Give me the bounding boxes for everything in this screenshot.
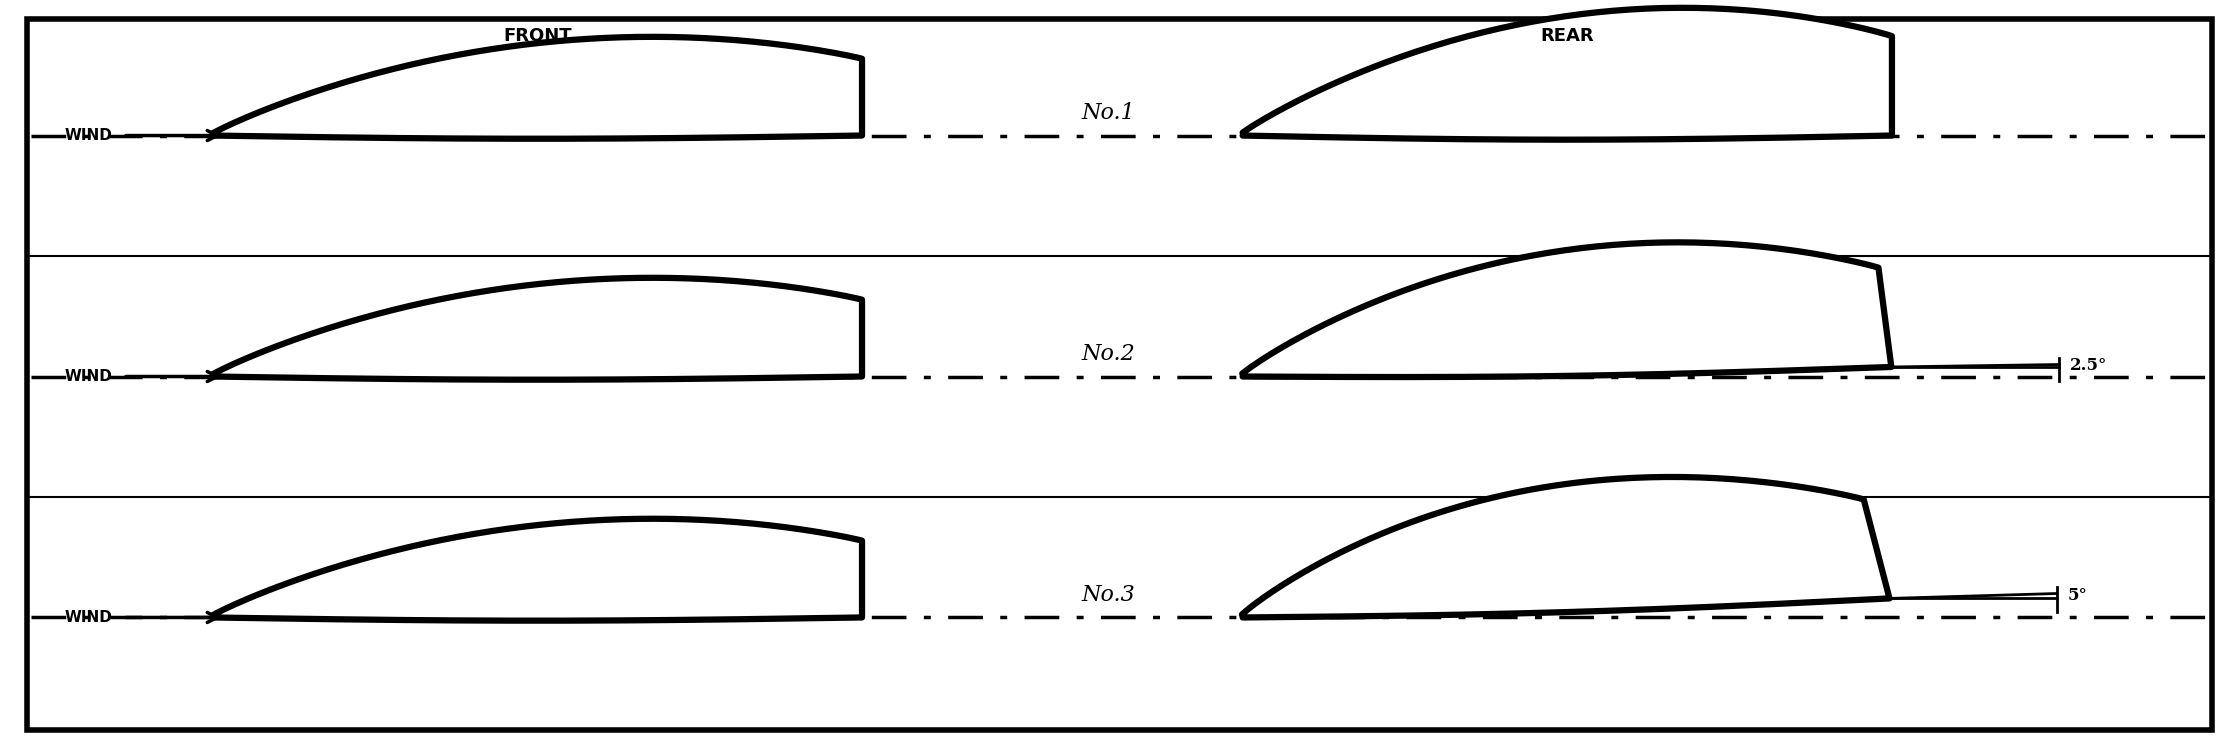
Text: 2.5°: 2.5° bbox=[2071, 357, 2107, 374]
Text: 5°: 5° bbox=[2069, 587, 2087, 605]
Polygon shape bbox=[1243, 477, 1890, 617]
Polygon shape bbox=[213, 37, 862, 139]
FancyBboxPatch shape bbox=[27, 19, 2212, 730]
Polygon shape bbox=[1243, 242, 1892, 377]
Text: WIND: WIND bbox=[65, 369, 112, 384]
Text: No.1: No.1 bbox=[1081, 102, 1135, 124]
Polygon shape bbox=[1243, 8, 1892, 139]
Polygon shape bbox=[213, 278, 862, 380]
Polygon shape bbox=[213, 519, 862, 620]
Text: WIND: WIND bbox=[65, 610, 112, 625]
Text: No.3: No.3 bbox=[1081, 584, 1135, 606]
Text: REAR: REAR bbox=[1540, 27, 1594, 45]
Text: FRONT: FRONT bbox=[504, 27, 571, 45]
Text: WIND: WIND bbox=[65, 128, 112, 143]
Text: No.2: No.2 bbox=[1081, 343, 1135, 365]
